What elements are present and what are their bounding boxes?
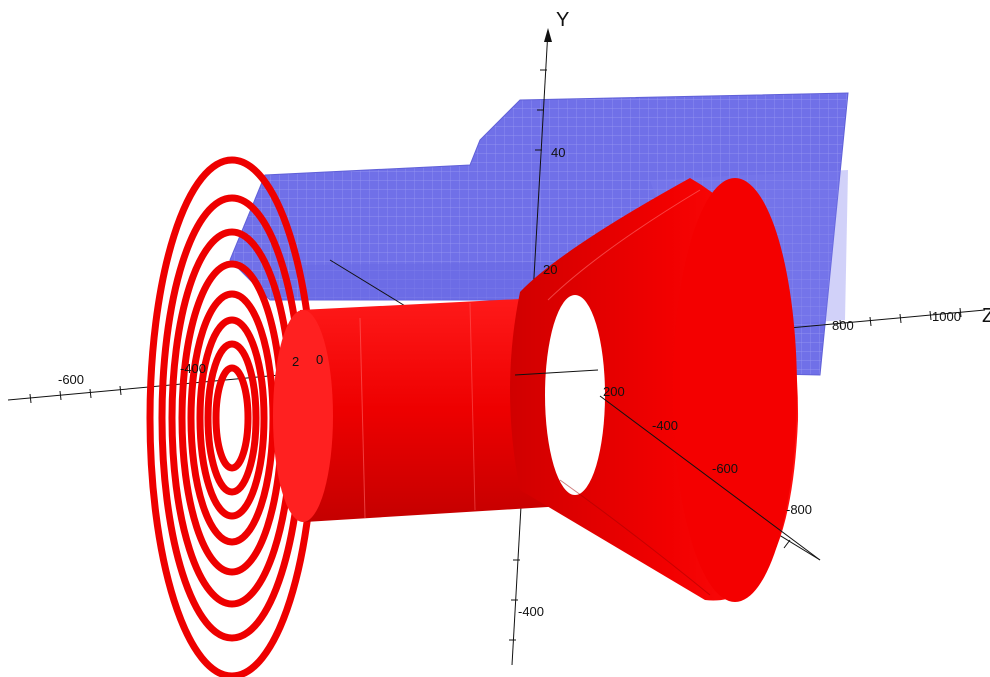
- y-axis-arrowhead: [544, 28, 552, 42]
- x-tick-1000: 1000: [932, 309, 961, 324]
- z-axis-partial-name: Z: [982, 305, 990, 327]
- z-tick-minus-600: -600: [712, 461, 738, 476]
- x-tick-minus-400: -400: [180, 361, 206, 376]
- y-tick-minus-400: -400: [518, 604, 544, 619]
- z-tick-minus-800: -800: [786, 502, 812, 517]
- partial-tick-2: 2: [292, 354, 299, 369]
- partial-tick-0: 0: [316, 352, 323, 367]
- y-axis-ticks: [509, 69, 547, 641]
- z-tick-minus-400: -400: [652, 418, 678, 433]
- red-cone-icon: [510, 178, 799, 602]
- partial-tick-20: 20: [543, 262, 557, 277]
- axis-labels: Y Z -600 -400 200 800 1000 2 0 20 40 -40…: [58, 9, 990, 619]
- x-tick-800: 800: [832, 318, 854, 333]
- x-tick-minus-600: -600: [58, 372, 84, 387]
- y-tick-40: 40: [551, 145, 565, 160]
- y-axis-name: Y: [556, 9, 569, 31]
- x-tick-200: 200: [603, 384, 625, 399]
- axes-overlay: [514, 369, 821, 561]
